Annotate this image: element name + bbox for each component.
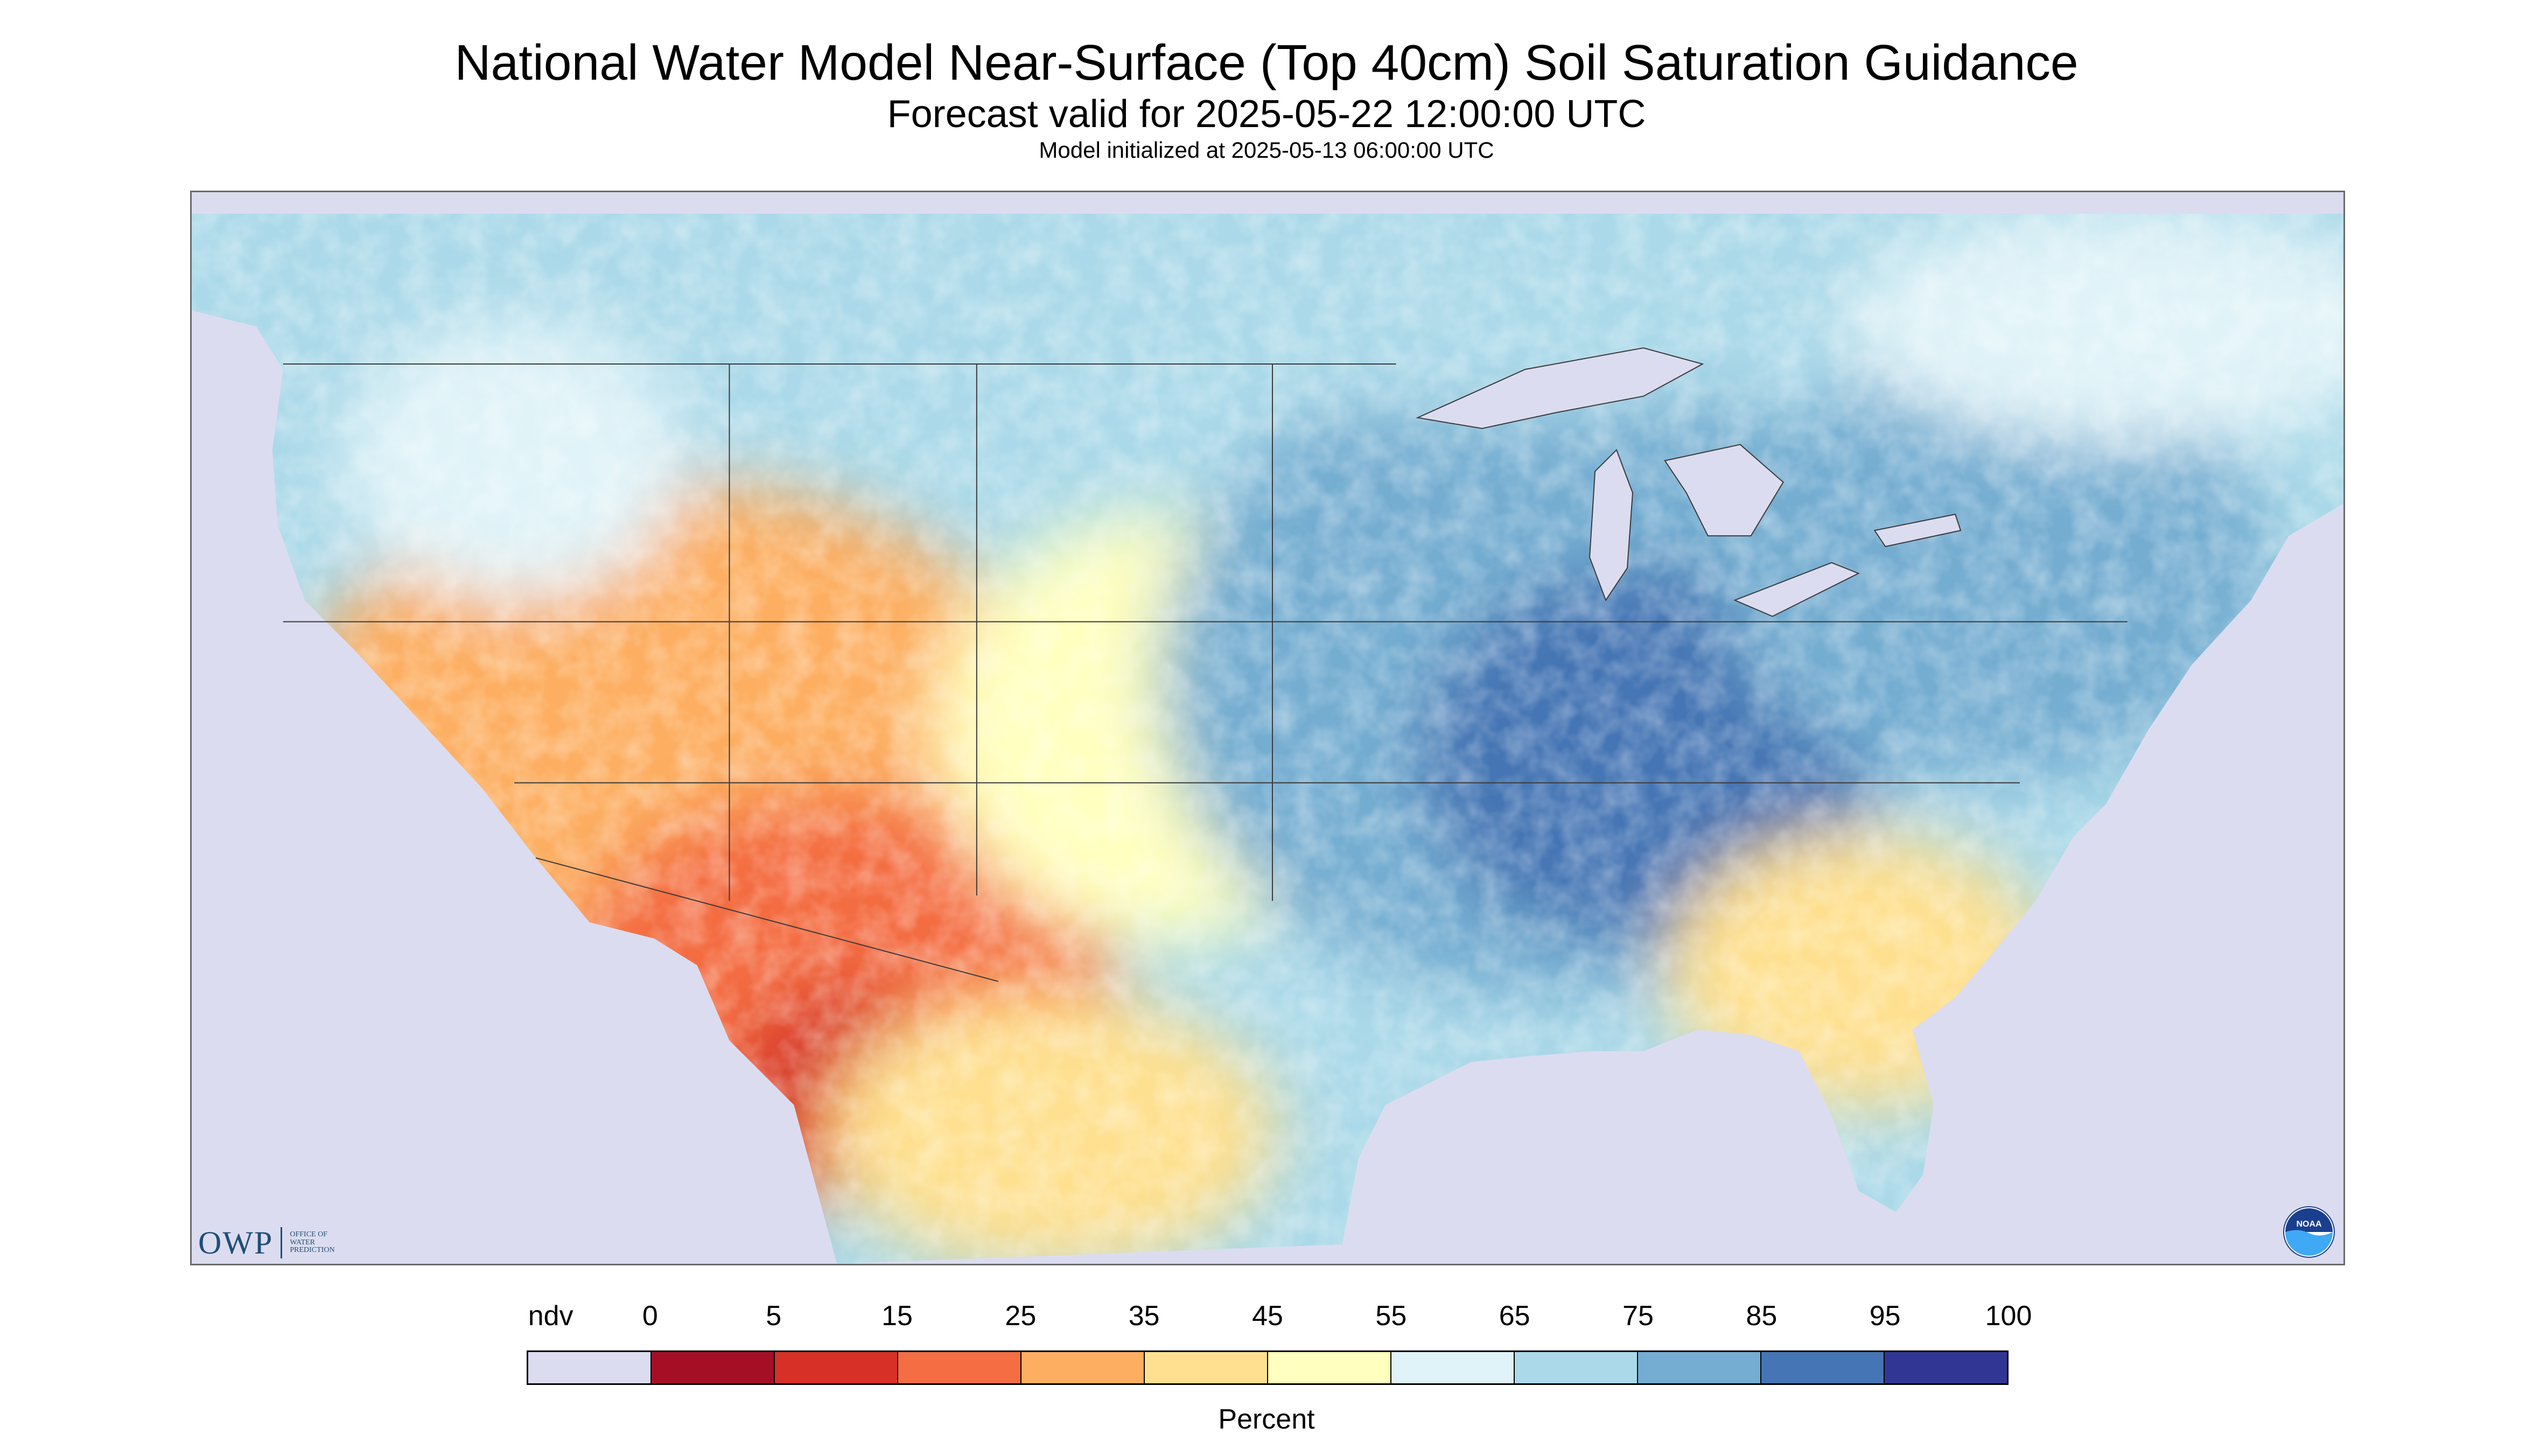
legend-swatch <box>1761 1352 1885 1383</box>
lake-erie <box>1733 562 1860 617</box>
model-init-time: Model initialized at 2025-05-13 06:00:00… <box>1039 137 1494 163</box>
lake-huron <box>1664 444 1784 537</box>
legend-tick-label: 25 <box>1005 1300 1037 1332</box>
legend-tick-label: 15 <box>881 1300 913 1332</box>
soil-saturation-map[interactable] <box>190 191 2345 1265</box>
forecast-valid-time: Forecast valid for 2025-05-22 12:00:00 U… <box>887 93 1646 136</box>
legend-tick-label: 75 <box>1622 1300 1654 1332</box>
legend-tick-label: 85 <box>1746 1300 1778 1332</box>
lake-superior <box>1416 347 1704 429</box>
legend-swatch <box>1391 1352 1515 1383</box>
mexico-border <box>535 857 999 982</box>
legend-unit: Percent <box>1218 1404 1315 1435</box>
legend-tick-label: 45 <box>1252 1300 1283 1332</box>
legend-tick-label: 0 <box>642 1300 658 1332</box>
map-canvas <box>192 192 2343 1264</box>
legend-swatch <box>775 1352 898 1383</box>
legend-tick-label: 65 <box>1499 1300 1530 1332</box>
noaa-logo-text: NOAA <box>2296 1220 2322 1229</box>
legend-swatch <box>1515 1352 1638 1383</box>
legend-tick-label: 5 <box>766 1300 782 1332</box>
legend-tick-label: 95 <box>1869 1300 1901 1332</box>
legend-tick-label: 35 <box>1128 1300 1160 1332</box>
owp-logo-divider <box>281 1227 283 1258</box>
noaa-logo: NOAA <box>2283 1206 2335 1258</box>
legend-swatch <box>652 1352 775 1383</box>
lake-ontario <box>1873 514 1962 548</box>
legend-tick-labels: ndv 0 5 15 25 35 45 55 65 75 85 95 100 <box>0 1302 2533 1340</box>
owp-logo-line: PREDICTION <box>290 1246 335 1255</box>
lake-michigan <box>1589 449 1633 601</box>
legend-colorbar <box>527 1350 2009 1385</box>
owp-logo-letters: OWP <box>198 1225 274 1261</box>
legend-swatch <box>898 1352 1021 1383</box>
legend-swatch <box>1638 1352 1761 1383</box>
legend-swatch <box>528 1352 652 1383</box>
legend-tick-label: 55 <box>1375 1300 1407 1332</box>
map-title: National Water Model Near-Surface (Top 4… <box>454 34 2079 90</box>
owp-logo-subtitle: OFFICE OF WATER PREDICTION <box>290 1230 335 1255</box>
owp-logo-line: WATER <box>290 1238 316 1247</box>
legend-tick-label: 100 <box>1985 1300 2032 1332</box>
legend-swatch <box>1145 1352 1268 1383</box>
legend-swatch <box>1268 1352 1391 1383</box>
state-borders <box>283 363 2128 982</box>
owp-logo-line: OFFICE OF <box>290 1230 327 1238</box>
legend-swatch <box>1021 1352 1145 1383</box>
owp-logo: OWP OFFICE OF WATER PREDICTION <box>198 1227 335 1259</box>
lakes <box>1416 347 1962 617</box>
legend-ndv-label: ndv <box>528 1300 573 1332</box>
legend-swatch <box>1885 1352 2007 1383</box>
